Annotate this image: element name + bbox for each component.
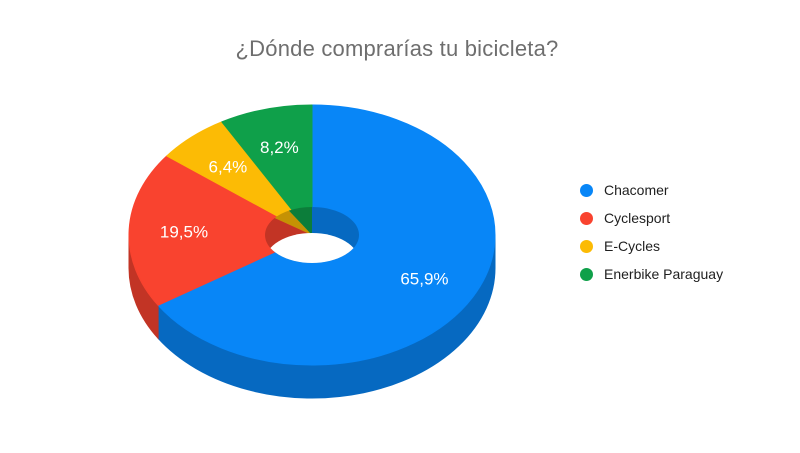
pie-slice-cyclesport[interactable] <box>128 155 313 306</box>
legend-swatch-icon <box>580 211 593 225</box>
legend-swatch-icon <box>580 267 593 281</box>
legend-label: Cyclesport <box>604 210 671 226</box>
legend-swatch-icon <box>580 239 593 253</box>
donut-hole <box>265 233 359 263</box>
donut-inner-wall-enerbike-paraguay <box>288 207 312 235</box>
donut-inner-wall-e-cycles <box>274 210 312 235</box>
slice-label-enerbike-paraguay: 8,2% <box>260 138 299 157</box>
legend: Chacomer Cyclesport E-Cycles Enerbike Parag… <box>580 181 723 283</box>
legend-label: Chacomer <box>604 182 669 198</box>
legend-item-e-cycles[interactable]: E-Cycles <box>580 237 723 255</box>
donut-inner-wall-cyclesport <box>265 217 312 251</box>
legend-item-enerbike-paraguay[interactable]: Enerbike Paraguay <box>580 265 723 283</box>
pie-slice-enerbike-paraguay[interactable] <box>221 104 313 236</box>
slice-label-e-cycles: 6,4% <box>209 157 248 176</box>
slice-label-chacomer: 65,9% <box>400 270 448 289</box>
chart-title: ¿Dónde comprarías tu bicicleta? <box>235 36 559 61</box>
legend-item-cyclesport[interactable]: Cyclesport <box>580 209 723 227</box>
legend-label: Enerbike Paraguay <box>604 266 724 282</box>
legend-item-chacomer[interactable]: Chacomer <box>580 181 723 199</box>
slice-label-cyclesport: 19,5% <box>160 222 208 241</box>
legend-label: E-Cycles <box>604 238 661 254</box>
legend-swatch-icon <box>580 183 593 197</box>
